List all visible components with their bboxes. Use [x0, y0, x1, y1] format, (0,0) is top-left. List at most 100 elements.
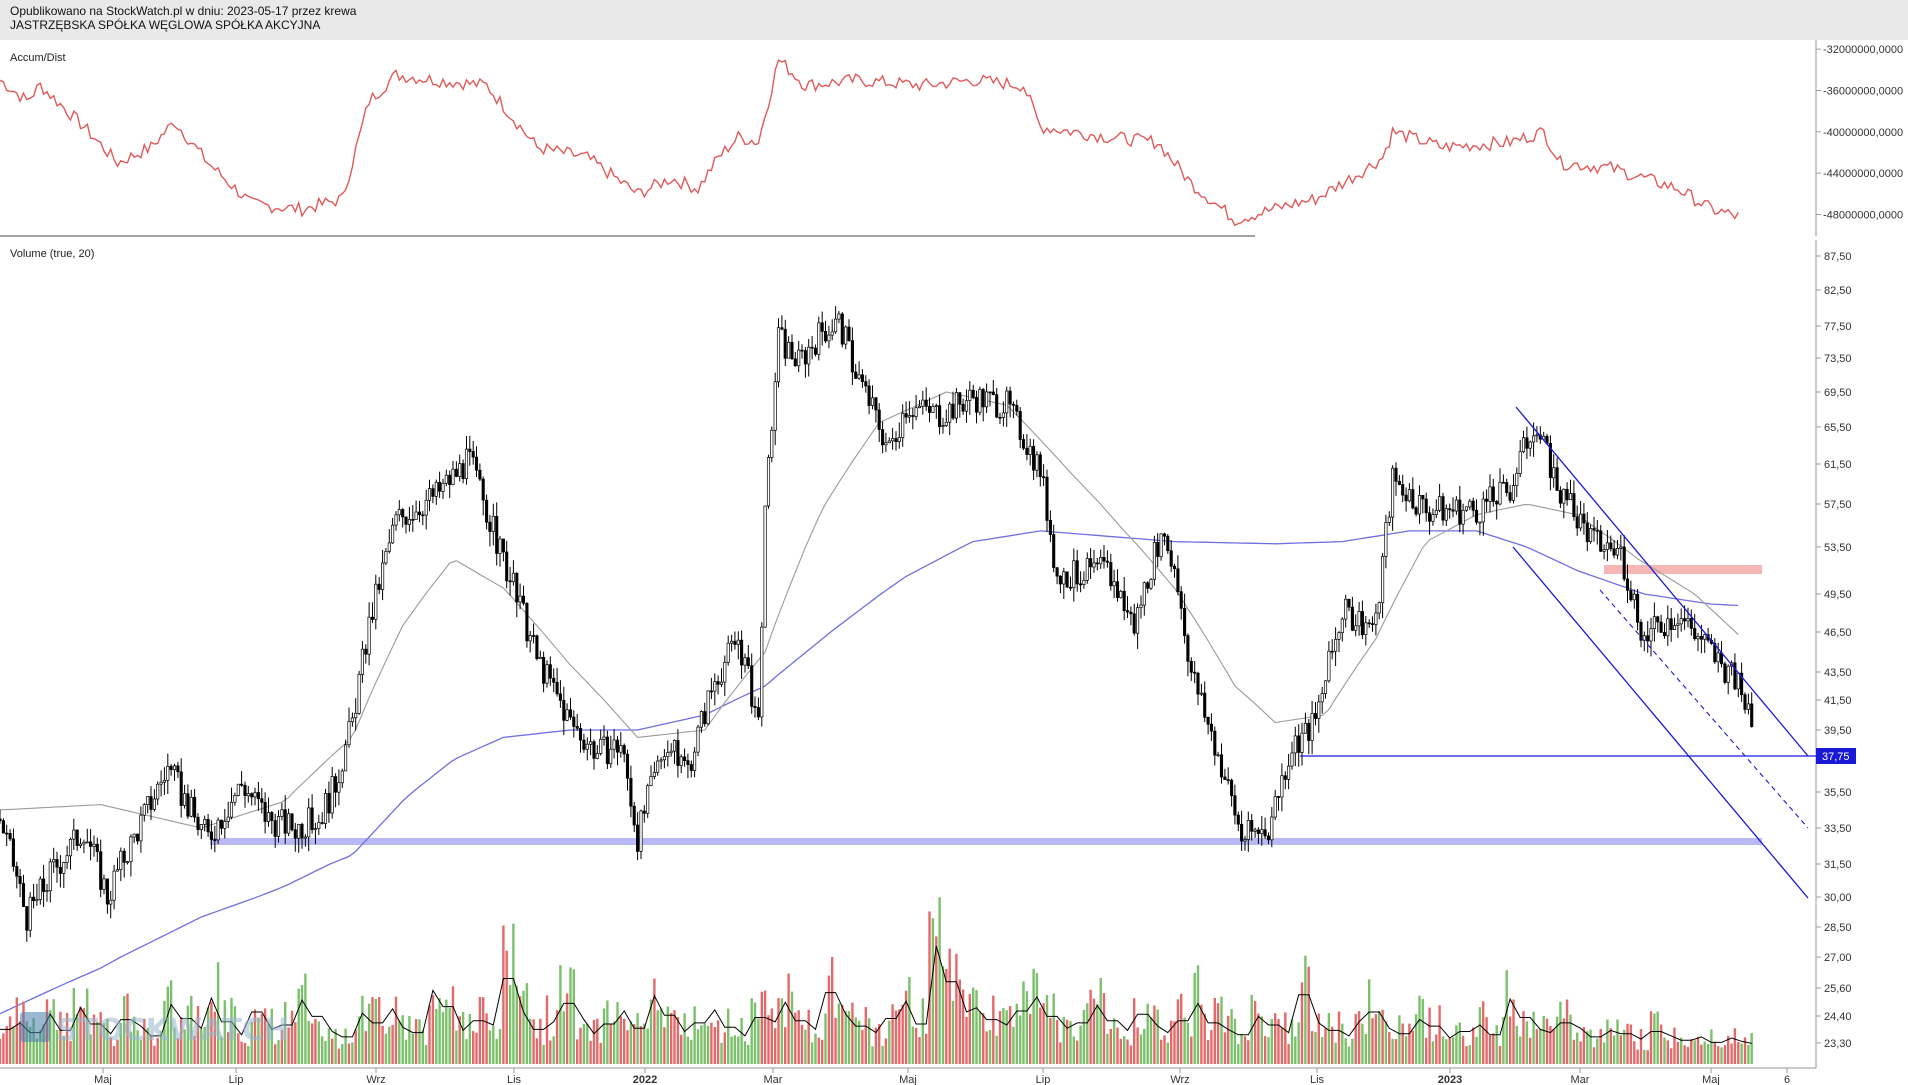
candle-body [102, 878, 106, 890]
volume-bar [1206, 1040, 1210, 1064]
volume-bar [894, 1010, 898, 1064]
candle-body [578, 728, 583, 741]
candle-body [401, 509, 405, 518]
candle-body [938, 405, 942, 428]
volume-bar [733, 1035, 737, 1064]
candle-body [703, 711, 707, 725]
volume-bar [831, 957, 834, 1064]
candle-body [823, 331, 828, 342]
price-tick-label: 73,50 [1824, 353, 1852, 365]
volume-bar [240, 1041, 243, 1064]
candle-body [964, 400, 969, 412]
volume-bar [1230, 1009, 1233, 1064]
candle-body [65, 855, 69, 863]
volume-bar [898, 1009, 901, 1064]
candle-body [38, 878, 42, 900]
volume-bar [579, 1027, 582, 1064]
volume-bar [1159, 1039, 1163, 1064]
price-tick-label: 87,50 [1824, 251, 1852, 263]
candle-body [1196, 672, 1200, 695]
volume-bar [89, 1034, 92, 1064]
candle-body [1740, 672, 1744, 696]
volume-bar [572, 969, 575, 1064]
volume-bar [784, 1027, 787, 1064]
volume-bar [1351, 1038, 1354, 1064]
volume-bar [1079, 1025, 1082, 1064]
candle-body [1652, 616, 1656, 629]
volume-bar [1015, 1003, 1018, 1064]
candle-body [1035, 454, 1039, 471]
candle-body [1203, 692, 1207, 718]
volume-bar [1532, 1011, 1535, 1064]
volume-bar [1673, 1027, 1676, 1064]
ma-long-line [0, 530, 1739, 1015]
volume-bar [619, 1016, 622, 1064]
volume-bar [817, 1037, 820, 1064]
volume-bar [1357, 1011, 1361, 1064]
candle-body [951, 403, 955, 419]
candle-body [1572, 493, 1576, 518]
candle-body [216, 819, 220, 841]
candle-body [659, 759, 663, 762]
candle-body [105, 878, 109, 905]
volume-bar [260, 1013, 263, 1064]
x-tick-label: Maj [899, 1074, 917, 1085]
candle-body [1273, 796, 1277, 818]
volume-bar [1552, 1028, 1555, 1064]
volume-bar [1317, 1013, 1320, 1064]
volume-bar [1727, 1035, 1730, 1064]
candle-body [394, 514, 398, 526]
volume-bar [230, 997, 233, 1064]
volume-bar [404, 1039, 408, 1064]
candle-body [1233, 795, 1237, 816]
candle-body [327, 793, 331, 814]
candle-body [803, 350, 807, 365]
candle-body [300, 823, 304, 839]
volume-bar [1539, 1028, 1542, 1064]
volume-bar [1723, 1045, 1727, 1064]
volume-bar [693, 1006, 696, 1064]
volume-bar [314, 1018, 317, 1064]
candle-body [1246, 820, 1250, 840]
volume-bar [1508, 1016, 1512, 1064]
volume-bar [1072, 1036, 1075, 1064]
candle-body [122, 850, 126, 863]
candle-body [82, 842, 86, 845]
volume-bar [1337, 1011, 1341, 1064]
volume-bar [1565, 999, 1569, 1064]
candle-body [1370, 623, 1375, 625]
volume-bar [451, 986, 455, 1064]
volume-bar [327, 1028, 331, 1064]
volume-bar [347, 1043, 351, 1064]
candle-body [555, 681, 559, 695]
volume-bar [565, 993, 569, 1064]
candle-body [1417, 494, 1422, 515]
candle-body [407, 519, 411, 525]
candle-body [1266, 835, 1271, 841]
volume-bar [277, 1040, 280, 1064]
volume-bar [1304, 955, 1307, 1064]
candle-body [384, 550, 388, 564]
candle-body [985, 391, 989, 408]
candle-body [776, 327, 781, 383]
volume-bar [995, 1035, 998, 1064]
candle-body [1270, 816, 1274, 841]
volume-bar [1572, 1039, 1576, 1064]
candle-body [558, 693, 562, 701]
volume-bar [8, 1016, 12, 1064]
candle-body [1283, 775, 1287, 780]
candle-body [1045, 476, 1049, 521]
candle-body [1438, 496, 1442, 511]
candle-body [1109, 562, 1113, 587]
volume-bar [884, 1038, 888, 1064]
volume-bar [1485, 1017, 1488, 1064]
candle-body [1038, 454, 1042, 477]
candle-body [189, 796, 193, 817]
x-tick-label: 6 [1784, 1074, 1790, 1085]
candle-body [1498, 481, 1502, 505]
volume-bar [1247, 1040, 1250, 1064]
candle-body [1595, 529, 1599, 532]
candle-body [592, 741, 596, 759]
candle-body [1156, 542, 1160, 557]
volume-bar [153, 1045, 156, 1064]
